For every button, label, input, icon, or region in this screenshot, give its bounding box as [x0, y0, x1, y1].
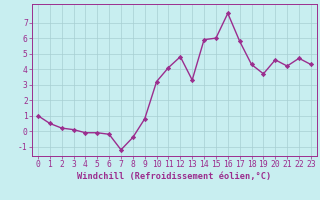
X-axis label: Windchill (Refroidissement éolien,°C): Windchill (Refroidissement éolien,°C) — [77, 172, 272, 181]
